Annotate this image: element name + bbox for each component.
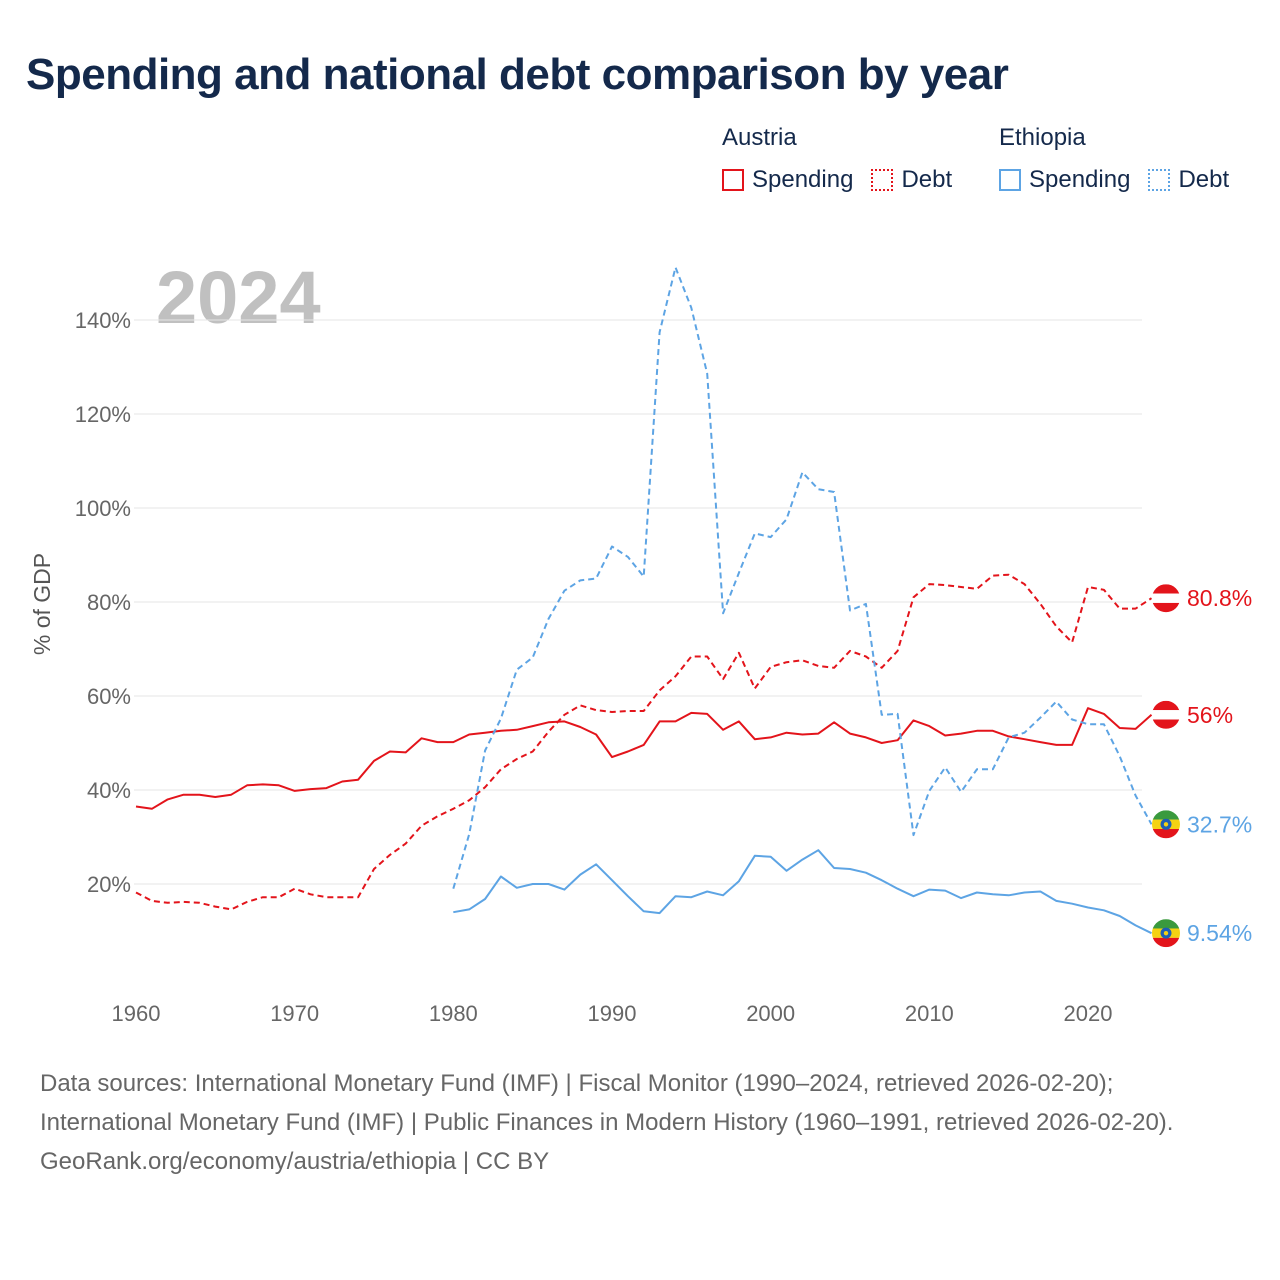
ethiopia-spending-line: [453, 849, 1152, 935]
ethiopia-flag-icon: [1152, 810, 1180, 839]
y-tick-label: 60%: [87, 684, 131, 709]
y-tick-labels: 20% 40% 60% 80% 100% 120% 140%: [75, 308, 131, 897]
chart-title: Spending and national debt comparison by…: [26, 50, 1009, 99]
legend-item-austria-debt[interactable]: Debt: [871, 166, 952, 194]
y-tick-label: 20%: [87, 872, 131, 897]
legend-country-label: Austria: [722, 124, 797, 151]
x-tick-label: 2020: [1064, 1001, 1113, 1026]
legend-item-label: Debt: [901, 166, 953, 193]
ethiopia-flag-icon: [1152, 919, 1180, 948]
flag-stripe: [1152, 829, 1180, 839]
flag-stripe: [1152, 710, 1180, 720]
legend-country-label: Ethiopia: [999, 124, 1086, 151]
x-tick-label: 1960: [112, 1001, 161, 1026]
legend-ethiopia: Ethiopia Spending Debt: [999, 124, 1247, 194]
grid-lines: [134, 319, 1142, 885]
x-tick-label: 1990: [588, 1001, 637, 1026]
y-tick-label: 80%: [87, 590, 131, 615]
flag-star: [1163, 930, 1169, 936]
footer: Data sources: International Monetary Fun…: [40, 1064, 1240, 1181]
flag-stripe: [1152, 719, 1180, 729]
ethiopia-spending-end-marker: [1152, 919, 1180, 948]
x-tick-label: 1970: [270, 1001, 319, 1026]
ethiopia-debt-line: [452, 266, 1153, 889]
series-lines: [135, 266, 1153, 935]
legend-item-ethiopia-debt[interactable]: Debt: [1148, 166, 1229, 194]
x-tick-labels: 1960 1970 1980 1990 2000 2010 2020: [112, 1001, 1113, 1026]
legend-item-label: Spending: [1029, 166, 1131, 193]
flag-star: [1163, 822, 1169, 827]
flag-stripe: [1152, 602, 1180, 613]
series-end-label: 56%: [1187, 702, 1233, 728]
austria-spending-end-marker: [1152, 700, 1180, 729]
solid-line-swatch-icon: [999, 169, 1021, 191]
y-tick-label: 120%: [75, 402, 131, 427]
legend-item-label: Spending: [752, 166, 854, 193]
x-tick-label: 1980: [429, 1001, 478, 1026]
series-end-label: 32.7%: [1187, 811, 1252, 837]
flag-stripe: [1152, 593, 1180, 603]
austria-debt-end-marker: [1152, 584, 1180, 613]
y-tick-label: 40%: [87, 778, 131, 803]
flag-stripe: [1152, 810, 1180, 820]
austria-debt-line: [135, 573, 1153, 911]
year-watermark: 2024: [156, 256, 321, 339]
solid-line-swatch-icon: [722, 169, 744, 191]
dotted-line-swatch-icon: [1148, 169, 1171, 191]
legend-item-label: Debt: [1178, 166, 1230, 193]
dotted-line-swatch-icon: [871, 169, 894, 191]
legend-item-ethiopia-spending[interactable]: Spending: [999, 166, 1130, 194]
x-tick-label: 2000: [746, 1001, 795, 1026]
legend-item-austria-spending[interactable]: Spending: [722, 166, 853, 194]
y-axis-label: % of GDP: [29, 553, 55, 655]
y-tick-label: 140%: [75, 308, 131, 333]
flag-stripe: [1152, 919, 1180, 929]
legend-austria: Austria Spending Debt: [722, 124, 970, 194]
flag-stripe: [1152, 584, 1180, 594]
flag-stripe: [1152, 700, 1180, 711]
y-tick-label: 100%: [75, 496, 131, 521]
flag-stripe: [1152, 937, 1180, 948]
series-end-markers: 56% 80.8% 9.54% 32.7%: [1152, 584, 1252, 948]
x-tick-label: 2010: [905, 1001, 954, 1026]
series-end-label: 80.8%: [1187, 585, 1252, 611]
ethiopia-debt-end-marker: [1152, 810, 1180, 839]
austria-spending-line: [135, 707, 1153, 810]
austria-flag-icon: [1152, 700, 1180, 729]
line-chart: 2024 % of GDP 20% 40% 60% 80% 100% 120% 140% 1…: [29, 256, 1252, 1026]
series-end-label: 9.54%: [1187, 920, 1252, 946]
data-sources-text: Data sources: International Monetary Fun…: [40, 1070, 1174, 1136]
austria-flag-icon: [1152, 584, 1180, 613]
credit-link[interactable]: GeoRank.org/economy/austria/ethiopia | C…: [40, 1148, 550, 1175]
